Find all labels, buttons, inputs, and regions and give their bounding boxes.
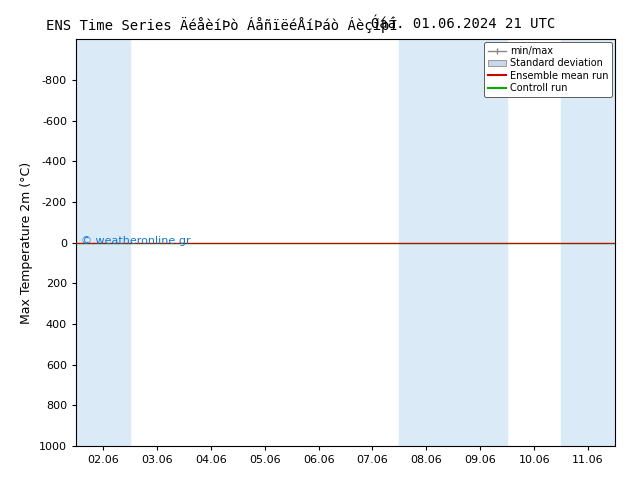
Bar: [561, 39, 615, 446]
Bar: [399, 39, 507, 446]
Text: Óáá. 01.06.2024 21 UTC: Óáá. 01.06.2024 21 UTC: [371, 17, 555, 31]
Text: © weatheronline.gr: © weatheronline.gr: [81, 236, 191, 245]
Legend: min/max, Standard deviation, Ensemble mean run, Controll run: min/max, Standard deviation, Ensemble me…: [484, 42, 612, 97]
Text: ENS Time Series ÄéåèíÞò ÁåñïëéÅíÞáò ÁèçíþÍ: ENS Time Series ÄéåèíÞò ÁåñïëéÅíÞáò Áèçí…: [46, 17, 398, 33]
Y-axis label: Max Temperature 2m (°C): Max Temperature 2m (°C): [20, 162, 34, 323]
Bar: [76, 39, 130, 446]
